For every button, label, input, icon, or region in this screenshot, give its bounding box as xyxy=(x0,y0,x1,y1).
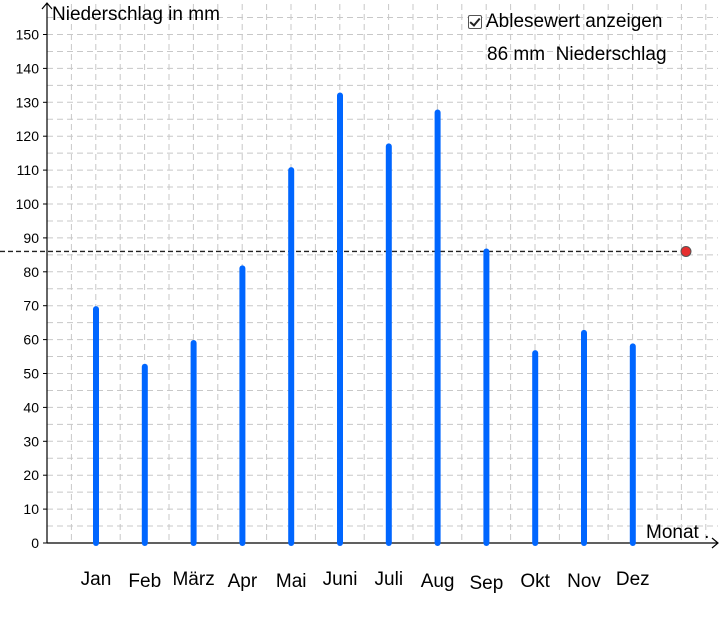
grid xyxy=(47,4,718,543)
y-tick-label: 130 xyxy=(16,94,40,110)
x-tick-label: Okt xyxy=(520,571,550,592)
show-readout-toggle[interactable]: Ablesewert anzeigen xyxy=(468,11,662,33)
x-tick-label: Juni xyxy=(323,569,358,590)
y-tick-label: 80 xyxy=(23,264,39,280)
readout-drag-point[interactable] xyxy=(680,245,692,257)
labels: 0 10 20 30 40 50 60 70 80 90 100 110 120 130 140 150 Jan… xyxy=(16,27,650,595)
checkbox-checked-icon[interactable] xyxy=(468,15,482,29)
y-tick-label: 0 xyxy=(31,535,39,551)
y-tick-label: 100 xyxy=(16,196,40,212)
x-tick-label: Aug xyxy=(421,571,455,592)
show-readout-label: Ablesewert anzeigen xyxy=(486,11,663,32)
x-axis-title: Monat . xyxy=(646,522,709,543)
y-tick-label: 90 xyxy=(23,230,39,246)
x-tick-label: Juli xyxy=(375,569,404,590)
x-tick-label: Mai xyxy=(276,571,307,592)
y-tick-label: 150 xyxy=(16,27,40,43)
y-tick-label: 50 xyxy=(23,366,39,382)
axes xyxy=(0,2,719,549)
x-tick-label: Apr xyxy=(228,571,258,592)
y-tick-label: 70 xyxy=(23,298,39,314)
y-tick-label: 120 xyxy=(16,128,40,144)
y-axis-arrow-icon xyxy=(41,2,53,10)
y-tick-label: 110 xyxy=(17,162,40,178)
y-axis-title: Niederschlag in mm xyxy=(52,4,220,25)
y-tick-label: 40 xyxy=(23,399,39,415)
x-tick-label: Jan xyxy=(81,569,112,590)
y-tick-label: 30 xyxy=(23,433,39,449)
y-tick-label: 140 xyxy=(16,60,40,76)
x-tick-label: Sep xyxy=(469,573,503,594)
readout-value-text: 86 mm Niederschlag xyxy=(487,44,667,65)
x-tick-label: Nov xyxy=(567,571,601,592)
x-tick-label: März xyxy=(172,569,214,590)
y-tick-label: 10 xyxy=(23,501,39,517)
x-tick-label: Dez xyxy=(616,569,650,590)
bars xyxy=(93,92,636,546)
x-tick-label: Feb xyxy=(128,571,161,592)
y-tick-label: 60 xyxy=(23,332,39,348)
y-tick-label: 20 xyxy=(23,467,39,483)
x-axis-arrow-icon xyxy=(711,537,719,549)
